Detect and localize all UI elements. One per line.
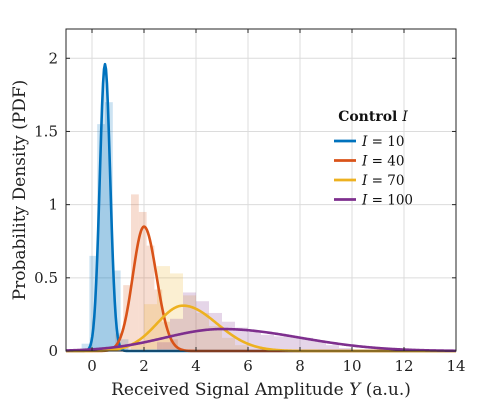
axis-ticks: 0 2 4 6 8 10 12 14 0 0.5 1 1.5 2 — [34, 29, 466, 375]
histogram-bar-4 — [326, 345, 339, 351]
histogram-bar-1 — [89, 255, 98, 351]
y-tick-label: 1 — [48, 196, 58, 214]
x-tick-label: 0 — [87, 357, 97, 375]
x-axis-label: Received Signal Amplitude Y (a.u.) — [111, 380, 411, 400]
x-tick-label: 10 — [342, 357, 361, 375]
histogram-bar-3 — [144, 304, 157, 351]
histogram-bar-1 — [105, 102, 113, 351]
histogram-bar-1 — [112, 270, 121, 351]
x-tick-label: 8 — [295, 357, 305, 375]
histogram-bar-3 — [196, 312, 209, 351]
histogram-bar-3 — [209, 326, 222, 351]
legend-title: Control I — [338, 109, 408, 125]
histogram-bar-2 — [138, 211, 147, 351]
y-tick-label: 2 — [48, 49, 58, 67]
pdf-curve-4 — [65, 327, 457, 353]
histogram-bar-4 — [287, 336, 300, 351]
histograms — [81, 102, 352, 352]
x-tick-label: 6 — [243, 357, 253, 375]
histogram-bar-4 — [274, 336, 287, 351]
legend-label-3: I = 70 — [361, 173, 404, 189]
grid — [66, 29, 457, 352]
legend-label-1: I = 10 — [361, 134, 404, 150]
histogram-bar-4 — [339, 348, 352, 351]
y-tick-label: 0 — [48, 342, 58, 360]
histogram-bar-4 — [261, 334, 274, 351]
histogram-bar-1 — [81, 343, 90, 351]
histogram-bar-4 — [209, 312, 222, 351]
legend: Control I I = 10 I = 40 I = 70 I = 100 — [334, 109, 413, 209]
legend-label-2: I = 40 — [361, 154, 404, 170]
y-tick-label: 0.5 — [34, 269, 58, 287]
histogram-bar-3 — [222, 337, 235, 351]
histogram-bar-3 — [235, 345, 248, 351]
histogram-bar-3 — [131, 343, 144, 351]
histogram-bar-4 — [157, 342, 170, 351]
histogram-bar-2 — [146, 245, 155, 351]
x-tick-label: 14 — [446, 357, 465, 375]
x-tick-label: 4 — [191, 357, 201, 375]
x-tick-label: 12 — [394, 357, 413, 375]
histogram-bar-4 — [300, 337, 313, 351]
histogram-bar-3 — [170, 273, 183, 351]
histogram-bar-4 — [183, 292, 196, 351]
histogram-bar-2 — [123, 285, 131, 351]
histogram-bar-3 — [183, 295, 196, 351]
histogram-bar-4 — [313, 340, 326, 351]
y-tick-label: 1.5 — [34, 122, 58, 140]
legend-label-4: I = 100 — [361, 193, 413, 209]
histogram-bar-2 — [131, 194, 139, 351]
y-axis-label: Probability Density (PDF) — [10, 80, 30, 301]
pdf-area-1 — [66, 64, 456, 351]
histogram-bar-4 — [235, 327, 248, 351]
x-tick-label: 2 — [139, 357, 149, 375]
histogram-bar-1 — [97, 124, 105, 352]
plot-frame — [65, 28, 457, 352]
